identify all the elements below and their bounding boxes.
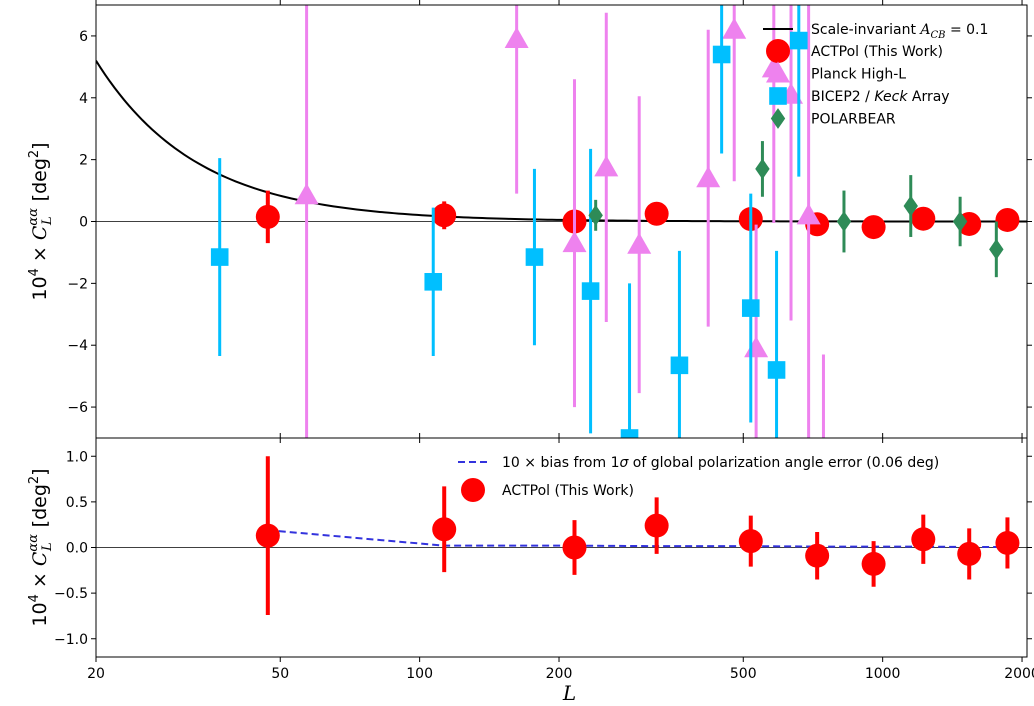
bottom-panel-ytick-label-1: −0.5 <box>54 586 88 602</box>
bottom-panel-series-1 <box>255 456 1020 616</box>
legend-label-0: 10 × bias from 1σ of global polarization… <box>502 455 939 471</box>
bottom-panel-series-1-point-9 <box>995 530 1020 555</box>
legend-swatch-marker-1 <box>766 61 790 83</box>
top-panel-series-1-point-6 <box>722 17 747 39</box>
legend-label-3: POLARBEAR <box>811 112 896 128</box>
bottom-panel-series-1-point-5 <box>805 543 830 568</box>
bias-line <box>267 529 1008 549</box>
bottom-panel-ytick-label-0: −1.0 <box>54 632 88 648</box>
top-panel-series-2-point-4 <box>620 429 639 438</box>
bottom-panel-xtick-label-0: 20 <box>87 666 105 682</box>
bottom-panel-series-1-point-7 <box>911 527 936 552</box>
bottom-panel-ytick-label-2: 0.0 <box>66 541 88 557</box>
top-panel-series-1-point-1 <box>504 27 529 49</box>
top-panel-series-3-point-3 <box>903 195 918 217</box>
top-panel-series-2-point-7 <box>741 299 760 317</box>
top-panel: −6 −4 −2 0 2 4 6 Scale-invariant ACB = 0.1 ACTPo… <box>67 0 1032 443</box>
bottom-panel-series-1-point-6 <box>861 551 886 576</box>
legend-label-2: BICEP2 / Keck Array <box>811 89 950 105</box>
top-panel-series-0-point-1 <box>432 203 457 228</box>
bottom-panel-xtick-label-1: 50 <box>271 666 289 682</box>
bottom-panel-ytick-label-4: 1.0 <box>66 449 88 465</box>
bottom-panel-series-0 <box>267 529 1008 549</box>
top-panel-series-2-point-0 <box>210 248 229 266</box>
legend-swatch-marker-0 <box>766 39 790 63</box>
legend-swatch-marker-3 <box>770 108 786 129</box>
legend-swatch-2 <box>769 87 787 105</box>
bottom-panel-xtick-label-4: 500 <box>730 666 757 682</box>
top-panel-ytick-label-5: 4 <box>79 91 88 107</box>
bottom-panel: −1.0 −0.5 0.0 0.5 1.0 20 50 100 200 500 1000 2000 L 1… <box>54 433 1034 705</box>
top-panel-ytick-label-3: 0 <box>79 215 88 231</box>
top-panel-series-2-point-1 <box>424 273 443 291</box>
top-panel-series-0-point-6 <box>861 215 886 240</box>
bottom-panel-series-1-point-0 <box>255 523 280 548</box>
bottom-panel-ytick-label-3: 0.5 <box>66 495 88 511</box>
top-panel-series-1-point-3 <box>594 155 619 177</box>
top-panel-series-2-point-9 <box>789 31 808 50</box>
legend-act-swatch-marker <box>461 478 485 502</box>
legend-curve-label: Scale-invariant ACB = 0.1 <box>811 22 988 41</box>
top-panel-ytick-label-1: −4 <box>67 338 88 354</box>
top-panel-series-0-point-9 <box>995 207 1020 232</box>
legend-label-0: ACTPol (This Work) <box>811 44 943 60</box>
bottom-panel-legend: 10 × bias from 1σ of global polarization… <box>458 455 939 502</box>
legend-swatch-marker-2 <box>769 87 787 105</box>
top-panel-series-0-point-0 <box>255 204 280 229</box>
top-panel-series-3-point-1 <box>755 158 770 180</box>
bottom-panel-xtick-label-3: 200 <box>546 666 573 682</box>
bottom-panel-xtick-label-5: 1000 <box>865 666 901 682</box>
top-panel-series-1-point-10 <box>796 203 821 225</box>
top-panel-legend: Scale-invariant ACB = 0.1 ACTPol (This Wo… <box>763 22 988 129</box>
top-panel-series-0 <box>255 190 1020 244</box>
top-panel-ytick-label-4: 2 <box>79 153 88 169</box>
bottom-panel-series-1-point-2 <box>562 535 587 560</box>
top-panel-series-2-point-3 <box>581 282 600 300</box>
bottom-panel-plot-area <box>255 456 1020 616</box>
top-panel-series-1-point-0 <box>294 183 319 205</box>
bottom-panel-series-1-point-4 <box>738 529 763 554</box>
scale-invariant-curve <box>96 60 1027 223</box>
x-axis-label: L <box>562 681 576 705</box>
legend-swatch-3 <box>770 108 786 129</box>
top-panel-series-3-point-0 <box>588 204 603 226</box>
top-panel-series-2-point-2 <box>525 248 544 266</box>
top-panel-series-1-point-7 <box>744 336 769 358</box>
top-panel-series-1-point-5 <box>696 166 721 188</box>
legend-swatch-1 <box>766 61 790 83</box>
top-panel-ytick-label-0: −6 <box>67 400 88 416</box>
top-panel-series-3-point-5 <box>989 238 1004 260</box>
top-panel-ytick-label-6: 6 <box>79 29 88 45</box>
legend-label-1: ACTPol (This Work) <box>502 483 634 499</box>
top-panel-series-0-point-7 <box>911 206 936 231</box>
top-panel-ytick-label-2: −2 <box>67 276 88 292</box>
top-panel-series-3-point-4 <box>952 211 968 232</box>
top-panel-series-1-point-2 <box>562 231 587 253</box>
top-panel-series-1-point-11 <box>821 435 826 438</box>
top-panel-series-2-point-8 <box>767 361 786 379</box>
top-panel-series-2-point-5 <box>670 356 689 375</box>
bottom-panel-xtick-label-6: 2000 <box>1004 666 1034 682</box>
top-panel-series-2-point-6 <box>712 45 731 64</box>
bottom-panel-xtick-label-2: 100 <box>406 666 433 682</box>
legend-label-1: Planck High-L <box>811 67 906 83</box>
top-panel-series-3 <box>588 141 1004 278</box>
bottom-panel-series-1-point-1 <box>432 517 457 542</box>
top-panel-series-3-point-2 <box>836 211 852 232</box>
top-panel-series-2 <box>210 5 808 438</box>
bottom-panel-series-1-point-3 <box>644 513 669 538</box>
legend-swatch-0 <box>766 39 790 63</box>
top-panel-y-axis-label: 104 × CααL [deg2] <box>26 142 55 300</box>
bottom-panel-series-1-point-8 <box>957 541 982 566</box>
top-panel-series-0-point-3 <box>644 201 669 226</box>
bottom-panel-y-axis-label: 104 × CααL [deg2] <box>26 468 55 626</box>
top-panel-series-1-point-4 <box>627 232 652 254</box>
top-panel-plot-area <box>96 5 1027 438</box>
